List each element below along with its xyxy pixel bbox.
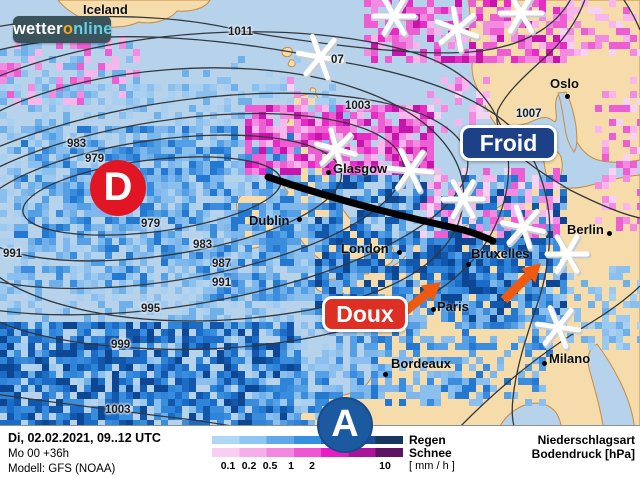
- city-dot: [326, 170, 331, 175]
- snowflake-icon: [499, 204, 548, 252]
- city-label: Bruxelles: [471, 246, 530, 261]
- status-bar: Di, 02.02.2021, 09..12 UTC Mo 00 +36h Mo…: [0, 397, 640, 478]
- isobar-line: [0, 31, 510, 351]
- city-dot: [431, 307, 436, 312]
- isobar-line: [623, 0, 640, 31]
- snowflake-icon: [544, 234, 592, 276]
- rain-color-scale: [212, 436, 403, 444]
- valid-time-text: Di, 02.02.2021, 09..12 UTC: [8, 431, 161, 445]
- isobar-value-label: 995: [141, 303, 161, 315]
- snowflake-icons-group: [295, 0, 592, 352]
- city-dot: [607, 231, 612, 236]
- snowflake-icon: [534, 305, 584, 352]
- isobar-value-label: 991: [3, 248, 23, 260]
- snowflake-icon: [371, 0, 419, 38]
- snowflake-icon: [440, 179, 488, 221]
- cold-air-label: Froid: [460, 125, 557, 161]
- rain-legend-label: Regen: [409, 433, 446, 447]
- isobar-value-label: 1003: [345, 100, 371, 112]
- model-text: Modell: GFS (NOAA): [8, 463, 116, 475]
- legend-tick: 0.1: [220, 460, 236, 472]
- snowflake-icon: [497, 0, 547, 36]
- precip-type-title: Niederschlagsart: [537, 433, 635, 447]
- isobar-value-label: 07: [331, 54, 344, 66]
- city-label: Milano: [549, 351, 591, 366]
- isobar-line: [0, 0, 571, 54]
- isobar-value-label: 991: [212, 277, 232, 289]
- run-offset-text: Mo 00 +36h: [8, 448, 70, 460]
- snowflake-icon: [434, 5, 481, 55]
- legend-tick: 1: [288, 460, 294, 472]
- legend-tick: 2: [309, 460, 315, 472]
- warm-flow-arrow: [500, 272, 532, 304]
- warm-flow-arrowhead: [420, 282, 441, 302]
- isobar-value-label: 1011: [228, 26, 253, 38]
- isobar-value-label: 983: [67, 138, 87, 150]
- overlay-layer: [0, 0, 640, 425]
- cold-front-line: [264, 173, 497, 245]
- city-label: Dublin: [249, 213, 290, 228]
- city-dot: [466, 262, 471, 267]
- isobar-value-label: 1003: [105, 404, 131, 416]
- city-dot: [542, 361, 547, 366]
- isobar-value-label: 979: [141, 218, 161, 230]
- logo-part-nline: nline: [73, 20, 113, 38]
- wetteronline-logo: wetteronline: [13, 16, 113, 43]
- snow-color-scale: [212, 448, 403, 457]
- isobar-line: [0, 112, 405, 290]
- warm-flow-arrowhead: [521, 263, 541, 283]
- logo-part-wetter: wetter: [13, 20, 63, 38]
- city-label: Glasgow: [333, 161, 388, 176]
- city-label: Bordeaux: [391, 356, 451, 371]
- snow-legend-label: Schnee: [409, 446, 452, 460]
- pressure-title: Bodendruck [hPa]: [531, 447, 635, 461]
- isobar-value-label: 979: [85, 153, 105, 165]
- legend-unit-label: [ mm / h ]: [409, 460, 455, 472]
- legend-tick: 0.5: [262, 460, 278, 472]
- warm-air-label: Doux: [322, 296, 408, 332]
- city-dot: [565, 94, 570, 99]
- isobar-value-label: 1007: [516, 108, 542, 120]
- city-label: Oslo: [550, 76, 579, 91]
- city-label: London: [341, 241, 389, 256]
- legend-tick: 10: [379, 460, 391, 472]
- isobar-line: [460, 285, 640, 425]
- weather-map: Iceland Oslo Glasgow Dublin London Bruxelles B…: [0, 0, 640, 425]
- snowflake-icon: [385, 147, 437, 195]
- city-dot: [397, 250, 402, 255]
- low-pressure-marker: D: [90, 160, 146, 216]
- isobar-value-label: 999: [111, 339, 131, 351]
- city-dot: [297, 217, 302, 222]
- map-labels-layer: Iceland Oslo Glasgow Dublin London Bruxelles B…: [3, 2, 612, 416]
- isobar-value-label: 983: [193, 239, 213, 251]
- city-label: Iceland: [83, 2, 128, 17]
- city-label: Berlin: [567, 222, 604, 237]
- isobar-line: [0, 394, 230, 425]
- front-line-group: [264, 173, 497, 245]
- high-pressure-marker: A: [317, 397, 373, 453]
- snowflake-icon: [314, 127, 360, 174]
- legend-tick: 0.2: [241, 460, 257, 472]
- isobar-line: [0, 67, 465, 322]
- warm-flow-arrows-group: [400, 263, 541, 317]
- snowflake-icon: [295, 33, 346, 83]
- city-dot: [383, 372, 388, 377]
- isobar-value-label: 987: [212, 258, 232, 270]
- logo-part-o: o: [62, 20, 74, 38]
- city-label: Paris: [437, 299, 469, 314]
